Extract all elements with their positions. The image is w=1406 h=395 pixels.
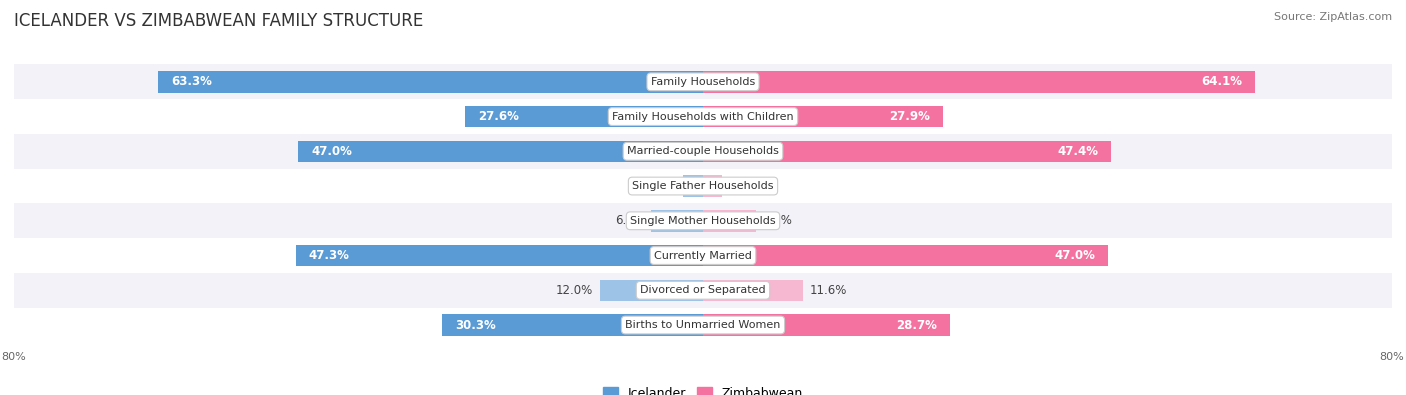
Text: ICELANDER VS ZIMBABWEAN FAMILY STRUCTURE: ICELANDER VS ZIMBABWEAN FAMILY STRUCTURE: [14, 12, 423, 30]
Text: 2.2%: 2.2%: [728, 180, 759, 192]
Bar: [703, 175, 721, 197]
Bar: [703, 141, 1111, 162]
Bar: [683, 175, 703, 197]
Legend: Icelander, Zimbabwean: Icelander, Zimbabwean: [598, 382, 808, 395]
Text: Divorced or Separated: Divorced or Separated: [640, 285, 766, 295]
Text: 63.3%: 63.3%: [170, 75, 212, 88]
Text: 12.0%: 12.0%: [555, 284, 593, 297]
Bar: [703, 245, 1108, 266]
Bar: [703, 71, 1256, 92]
Bar: [703, 280, 803, 301]
Text: Family Households with Children: Family Households with Children: [612, 111, 794, 122]
Text: 47.0%: 47.0%: [311, 145, 352, 158]
Text: 28.7%: 28.7%: [897, 318, 938, 331]
Text: Births to Unmarried Women: Births to Unmarried Women: [626, 320, 780, 330]
Text: 64.1%: 64.1%: [1201, 75, 1241, 88]
Bar: [703, 314, 950, 336]
Text: Single Mother Households: Single Mother Households: [630, 216, 776, 226]
Text: 47.4%: 47.4%: [1057, 145, 1098, 158]
Text: 27.9%: 27.9%: [890, 110, 931, 123]
Text: 47.0%: 47.0%: [1054, 249, 1095, 262]
Text: Single Father Households: Single Father Households: [633, 181, 773, 191]
Bar: [157, 71, 703, 92]
Bar: [14, 169, 1392, 203]
Bar: [465, 106, 703, 127]
Bar: [599, 280, 703, 301]
Text: 6.0%: 6.0%: [614, 214, 644, 227]
Bar: [703, 210, 755, 231]
Bar: [14, 134, 1392, 169]
Text: 27.6%: 27.6%: [478, 110, 519, 123]
Text: Family Households: Family Households: [651, 77, 755, 87]
Bar: [14, 308, 1392, 342]
Text: Currently Married: Currently Married: [654, 250, 752, 261]
Bar: [441, 314, 703, 336]
Bar: [14, 64, 1392, 99]
Bar: [703, 106, 943, 127]
Text: 6.1%: 6.1%: [762, 214, 793, 227]
Text: 47.3%: 47.3%: [308, 249, 350, 262]
Text: 2.3%: 2.3%: [647, 180, 676, 192]
Text: 11.6%: 11.6%: [810, 284, 848, 297]
Text: 30.3%: 30.3%: [456, 318, 496, 331]
Bar: [298, 141, 703, 162]
Bar: [295, 245, 703, 266]
Bar: [14, 238, 1392, 273]
Text: Married-couple Households: Married-couple Households: [627, 146, 779, 156]
Bar: [651, 210, 703, 231]
Text: Source: ZipAtlas.com: Source: ZipAtlas.com: [1274, 12, 1392, 22]
Bar: [14, 273, 1392, 308]
Bar: [14, 99, 1392, 134]
Bar: [14, 203, 1392, 238]
